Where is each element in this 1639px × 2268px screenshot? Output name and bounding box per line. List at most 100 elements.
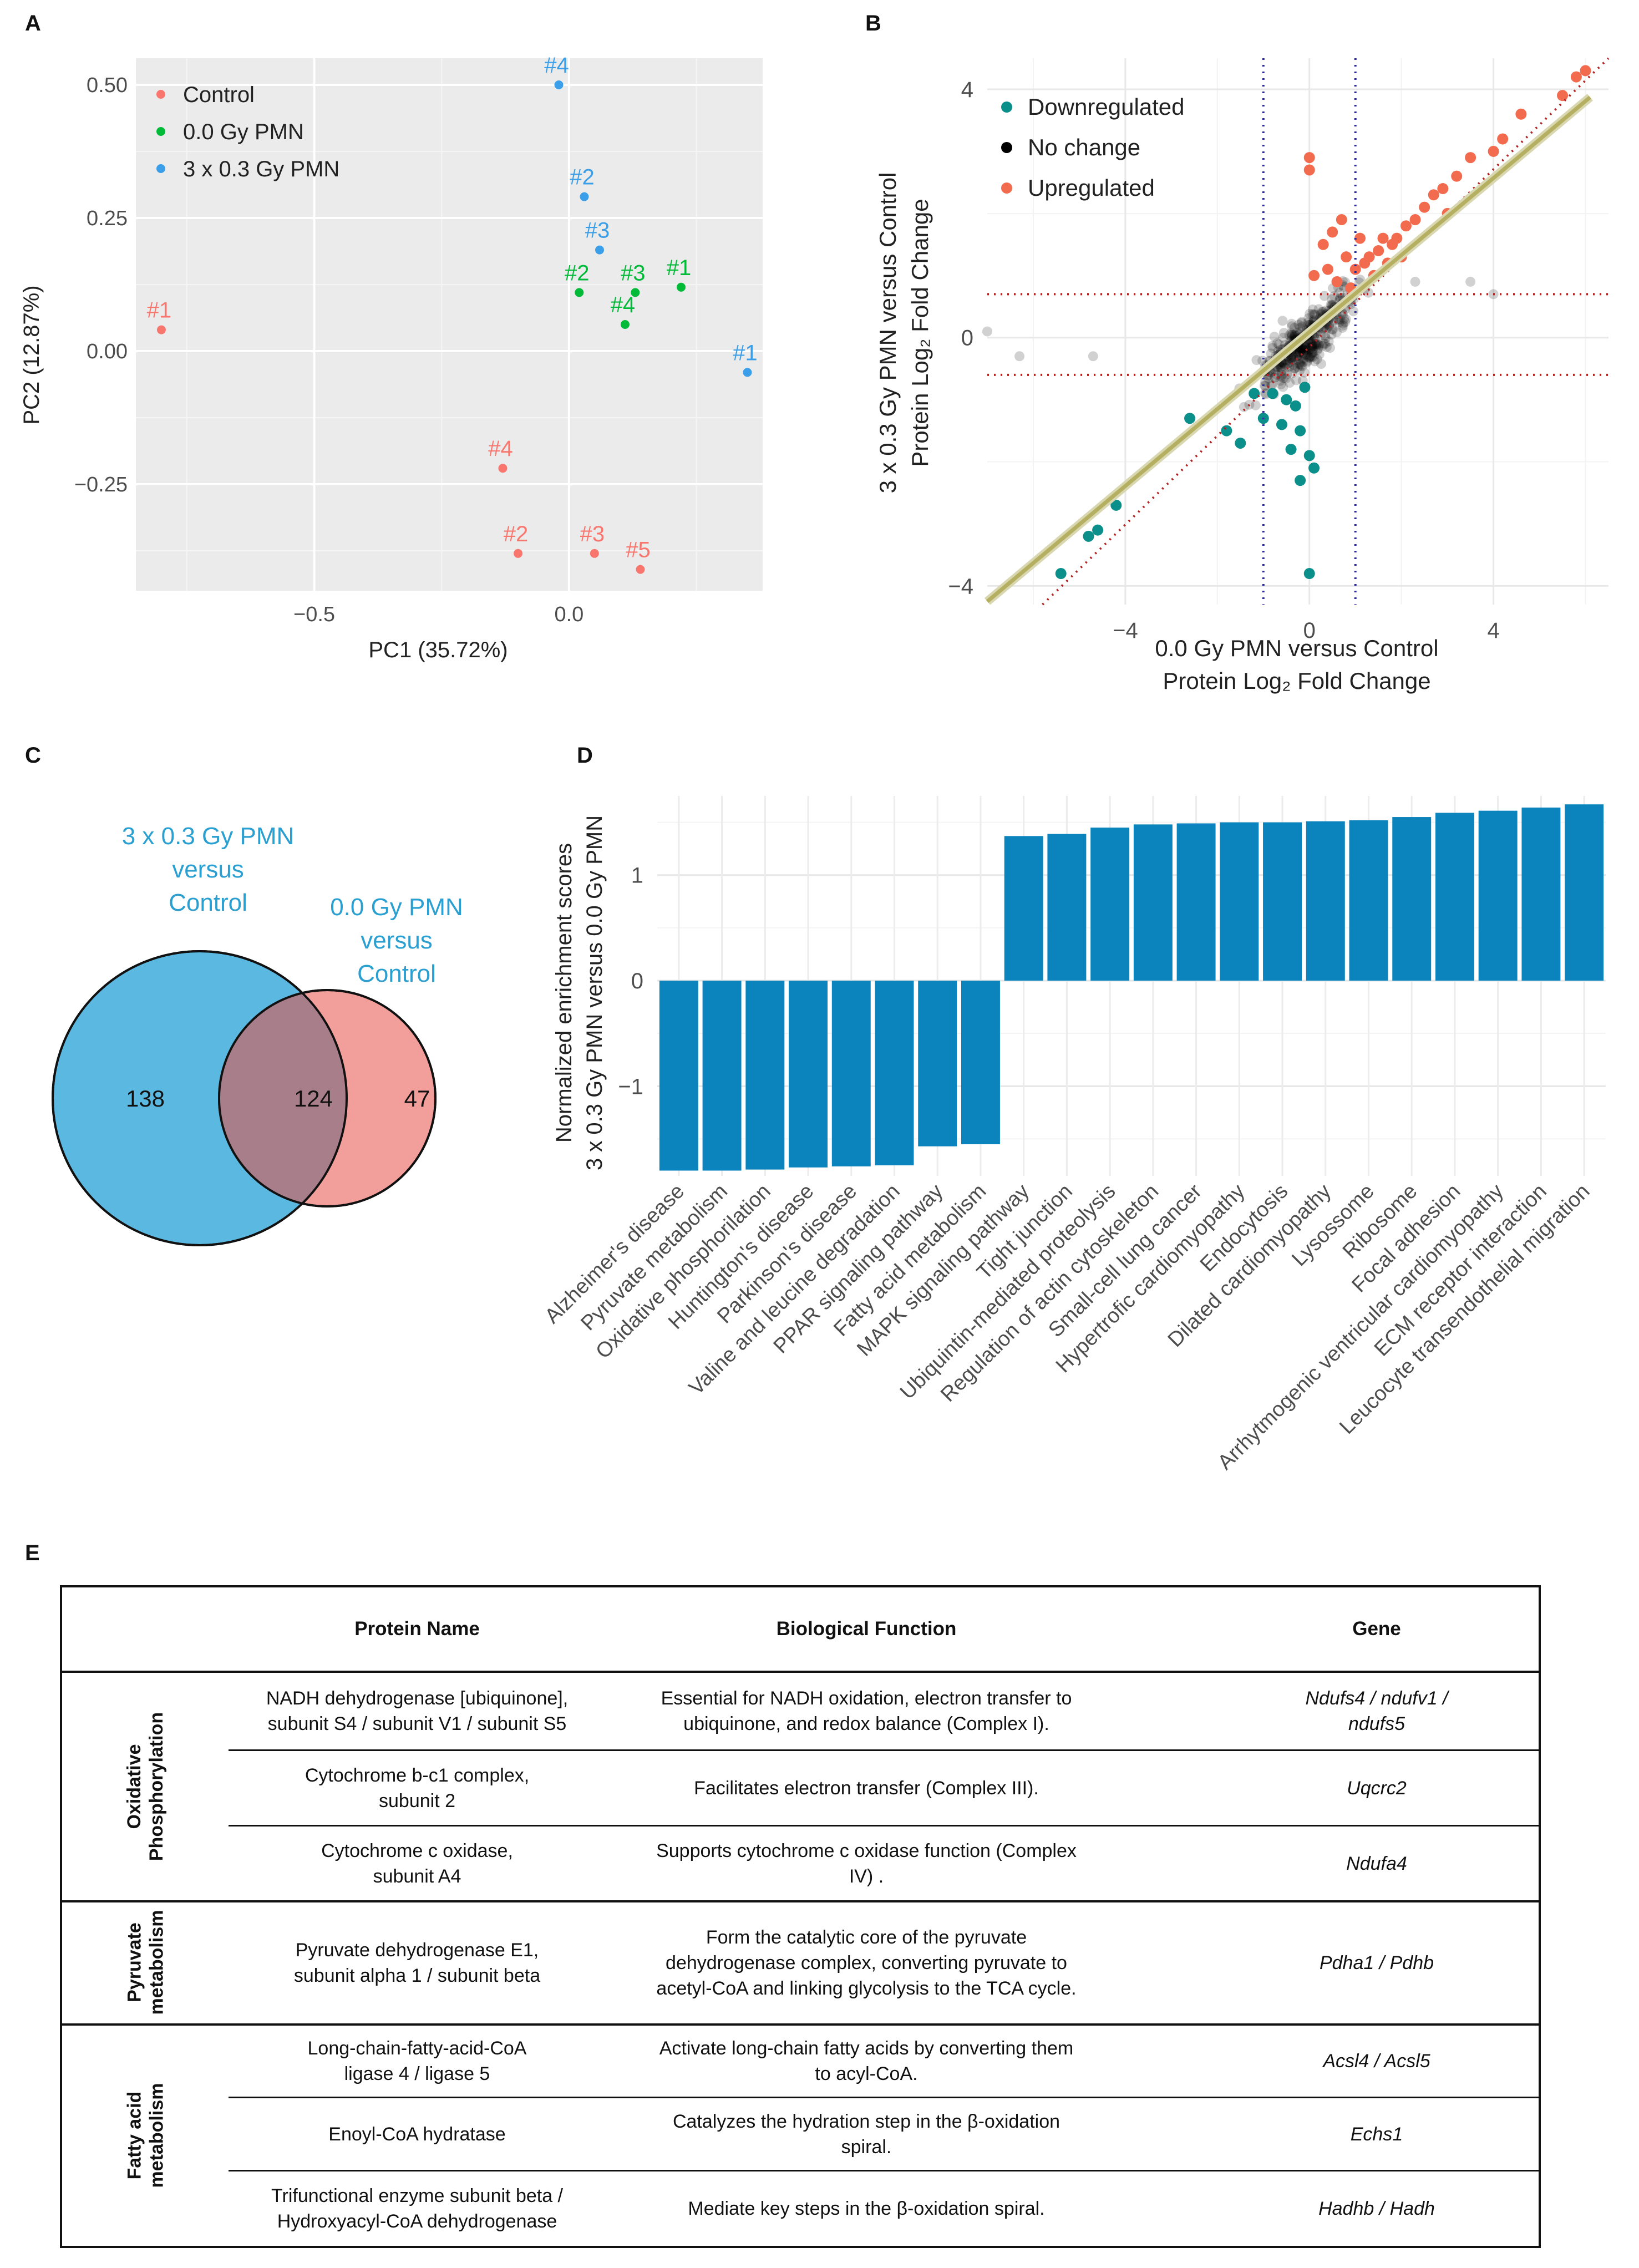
fc-point-nochange xyxy=(1300,343,1310,353)
fc-point-nochange xyxy=(1276,366,1287,377)
venn-label-right-line: 0.0 Gy PMN xyxy=(330,894,463,921)
pca-point-label: #4 xyxy=(544,53,569,78)
fc-point-nochange xyxy=(1278,328,1289,338)
fc-point-nochange xyxy=(1340,317,1351,327)
fc-point-up xyxy=(1515,108,1527,120)
fc-point-nochange xyxy=(1301,357,1312,368)
nes-bar xyxy=(1349,820,1388,981)
fc-point-nochange xyxy=(1312,339,1323,349)
fc-point-nochange xyxy=(1307,347,1317,358)
pca-point xyxy=(743,368,752,377)
fc-point-nochange xyxy=(1266,348,1276,359)
fc-point-nochange xyxy=(1307,343,1318,354)
fc-point-nochange xyxy=(1293,354,1304,365)
fc-point-down xyxy=(1303,568,1315,580)
fc-point-nochange xyxy=(1307,342,1317,352)
fc-point-nochange xyxy=(1278,332,1288,343)
pca-point-label: #1 xyxy=(147,298,172,323)
pca-legend-key xyxy=(156,164,165,173)
pca-point xyxy=(514,549,523,558)
fc-point-nochange xyxy=(1277,369,1287,380)
nes-y-axis-title-line2: 3 x 0.3 Gy PMN versus 0.0 Gy PMN xyxy=(582,815,607,1170)
fc-point-nochange xyxy=(1332,327,1342,338)
fc-point-nochange xyxy=(1317,341,1328,351)
fc-point-down xyxy=(1221,425,1232,437)
fc-point-nochange xyxy=(1322,323,1332,334)
fc-point-nochange xyxy=(1301,349,1312,359)
table-row: Cytochrome b-c1 complex, subunit 2 xyxy=(305,1764,530,1812)
fc-point-nochange xyxy=(1299,344,1310,354)
fc-point-nochange xyxy=(1301,342,1311,353)
pca-y-axis-title: PC2 (12.87%) xyxy=(19,285,44,424)
panel-letter-c: C xyxy=(25,743,41,768)
table-header-function: Biological Function xyxy=(776,1618,957,1640)
fc-point-nochange xyxy=(1293,348,1303,358)
table-row: Pdha1 / Pdhb xyxy=(1319,1952,1434,1973)
fc-point-nochange xyxy=(1313,304,1324,314)
pca-point-label: #2 xyxy=(570,165,595,190)
fc-point-nochange xyxy=(1276,379,1286,389)
nes-bar xyxy=(831,980,871,1166)
fc-point-nochange xyxy=(1329,291,1339,301)
fc-point-up xyxy=(1451,170,1463,182)
fc-point-nochange xyxy=(1296,360,1307,371)
fc-point-up xyxy=(1303,152,1315,164)
nes-bar xyxy=(702,980,742,1171)
fc-point-nochange xyxy=(1298,357,1308,367)
fc-point-down xyxy=(1249,388,1260,399)
fc-point-up xyxy=(1465,152,1476,164)
fc-point-nochange xyxy=(1275,362,1286,373)
nes-bar xyxy=(1176,823,1216,981)
fc-point-nochange xyxy=(1308,352,1319,362)
fc-point-up xyxy=(1322,263,1333,275)
fc-point-nochange xyxy=(1302,351,1313,361)
fc-point-nochange xyxy=(1314,340,1325,351)
fc-point-nochange xyxy=(1339,313,1349,324)
fc-point-nochange xyxy=(1303,345,1313,356)
fc-point-up xyxy=(1308,270,1320,281)
fc-point-up xyxy=(1331,276,1343,287)
fc-point-nochange xyxy=(1314,349,1325,360)
pca-x-tick-label: −0.5 xyxy=(293,603,335,626)
fc-point-nochange xyxy=(1309,309,1320,319)
fc-point-nochange xyxy=(1307,309,1318,319)
fc-point-nochange xyxy=(1334,287,1345,298)
fc-point-nochange xyxy=(1465,276,1476,287)
protein-function-table: Protein Name Biological Function Gene Ox… xyxy=(60,1585,1541,2248)
fc-point-nochange xyxy=(1321,342,1332,352)
fc-point-nochange xyxy=(1305,351,1316,362)
pca-point xyxy=(631,288,640,297)
fc-x-tick-label: −4 xyxy=(1113,618,1138,643)
venn-count-right: 47 xyxy=(404,1085,430,1112)
fc-point-up xyxy=(1419,201,1430,213)
fc-point-nochange xyxy=(1293,319,1304,330)
fc-legend-key xyxy=(1001,142,1012,153)
fc-point-nochange xyxy=(1269,332,1280,342)
fc-point-nochange xyxy=(1297,346,1307,356)
fc-point-nochange xyxy=(1310,356,1320,367)
fc-point-nochange xyxy=(1297,344,1308,354)
pca-point-label: #2 xyxy=(504,522,529,546)
table-header-gene: Gene xyxy=(1352,1618,1401,1640)
fc-point-nochange xyxy=(1288,359,1298,370)
nes-bar xyxy=(961,980,1000,1144)
pca-legend-key xyxy=(156,127,165,136)
fc-point-nochange xyxy=(1290,363,1300,374)
fc-point-nochange xyxy=(1277,316,1288,326)
pca-point xyxy=(620,320,630,329)
nes-bar xyxy=(1047,834,1087,981)
fc-point-nochange xyxy=(1292,362,1303,372)
fc-point-down xyxy=(1290,400,1301,412)
nes-bar xyxy=(1004,836,1043,981)
pca-y-tick-label: 0.50 xyxy=(87,74,128,97)
fc-point-nochange xyxy=(1294,366,1305,376)
nes-y-tick-label: 0 xyxy=(631,969,643,993)
fc-point-nochange xyxy=(1341,314,1351,324)
pca-plot-panel-bg xyxy=(136,58,763,591)
fc-point-nochange xyxy=(1291,375,1301,385)
fc-x-tick-label: 0 xyxy=(1303,618,1316,643)
fc-point-nochange xyxy=(1293,350,1303,361)
fc-point-nochange xyxy=(1283,355,1294,366)
table-row: NADH dehydrogenase [ubiquinone], subunit… xyxy=(266,1688,569,1734)
